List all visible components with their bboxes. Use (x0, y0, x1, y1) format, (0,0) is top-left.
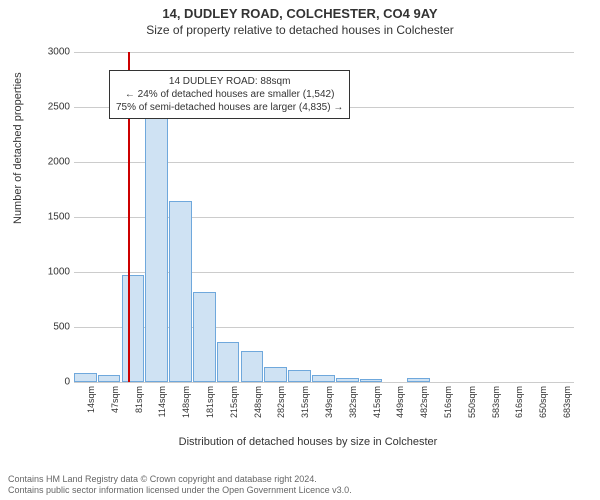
annotation-line: ← 24% of detached houses are smaller (1,… (116, 88, 343, 101)
y-tick-label: 1500 (48, 212, 70, 223)
histogram-bar (241, 351, 264, 382)
y-tick-label: 3000 (48, 47, 70, 58)
x-tick-label: 415sqm (372, 386, 382, 418)
x-tick-label: 81sqm (134, 386, 144, 413)
gridline (74, 52, 574, 53)
x-tick-label: 550sqm (467, 386, 477, 418)
y-tick-label: 1000 (48, 267, 70, 278)
histogram-bar (193, 292, 216, 382)
x-tick-label: 616sqm (514, 386, 524, 418)
annotation-box: 14 DUDLEY ROAD: 88sqm← 24% of detached h… (109, 70, 350, 119)
x-tick-label: 583sqm (491, 386, 501, 418)
y-tick-label: 500 (53, 322, 70, 333)
histogram-bar (145, 113, 168, 383)
plot-region: 05001000150020002500300014sqm47sqm81sqm1… (74, 52, 574, 382)
y-tick-label: 2500 (48, 102, 70, 113)
annotation-line: 75% of semi-detached houses are larger (… (116, 101, 343, 114)
title-main: 14, DUDLEY ROAD, COLCHESTER, CO4 9AY (0, 6, 600, 21)
histogram-bar (74, 373, 97, 382)
histogram-bar (98, 375, 121, 382)
gridline (74, 382, 574, 383)
x-tick-label: 114sqm (157, 386, 167, 417)
x-tick-label: 382sqm (348, 386, 358, 418)
title-sub: Size of property relative to detached ho… (0, 23, 600, 37)
chart-area: Number of detached properties 0500100015… (32, 44, 584, 450)
footer-line-1: Contains HM Land Registry data © Crown c… (8, 474, 352, 485)
x-tick-label: 248sqm (253, 386, 263, 418)
y-axis-label: Number of detached properties (12, 72, 24, 224)
histogram-bar (217, 342, 240, 382)
x-tick-label: 148sqm (181, 386, 191, 418)
histogram-bar (360, 379, 383, 382)
title-block: 14, DUDLEY ROAD, COLCHESTER, CO4 9AY Siz… (0, 0, 600, 37)
x-tick-label: 47sqm (110, 386, 120, 413)
attribution-footer: Contains HM Land Registry data © Crown c… (8, 474, 352, 496)
histogram-bar (169, 201, 192, 383)
x-tick-label: 683sqm (562, 386, 572, 418)
x-tick-label: 215sqm (229, 386, 239, 418)
histogram-bar (288, 370, 311, 382)
x-axis-label: Distribution of detached houses by size … (32, 436, 584, 448)
histogram-bar (122, 275, 145, 382)
annotation-line: 14 DUDLEY ROAD: 88sqm (116, 75, 343, 88)
x-tick-label: 181sqm (205, 386, 215, 418)
y-tick-label: 2000 (48, 157, 70, 168)
histogram-bar (336, 378, 359, 382)
x-tick-label: 449sqm (395, 386, 405, 418)
x-tick-label: 315sqm (300, 386, 310, 418)
histogram-bar (407, 378, 430, 382)
x-tick-label: 14sqm (86, 386, 96, 413)
x-tick-label: 650sqm (538, 386, 548, 418)
footer-line-2: Contains public sector information licen… (8, 485, 352, 496)
x-tick-label: 482sqm (419, 386, 429, 418)
x-tick-label: 282sqm (276, 386, 286, 418)
x-tick-label: 516sqm (443, 386, 453, 418)
x-tick-label: 349sqm (324, 386, 334, 418)
histogram-bar (264, 367, 287, 382)
histogram-bar (312, 375, 335, 382)
y-tick-label: 0 (64, 377, 70, 388)
